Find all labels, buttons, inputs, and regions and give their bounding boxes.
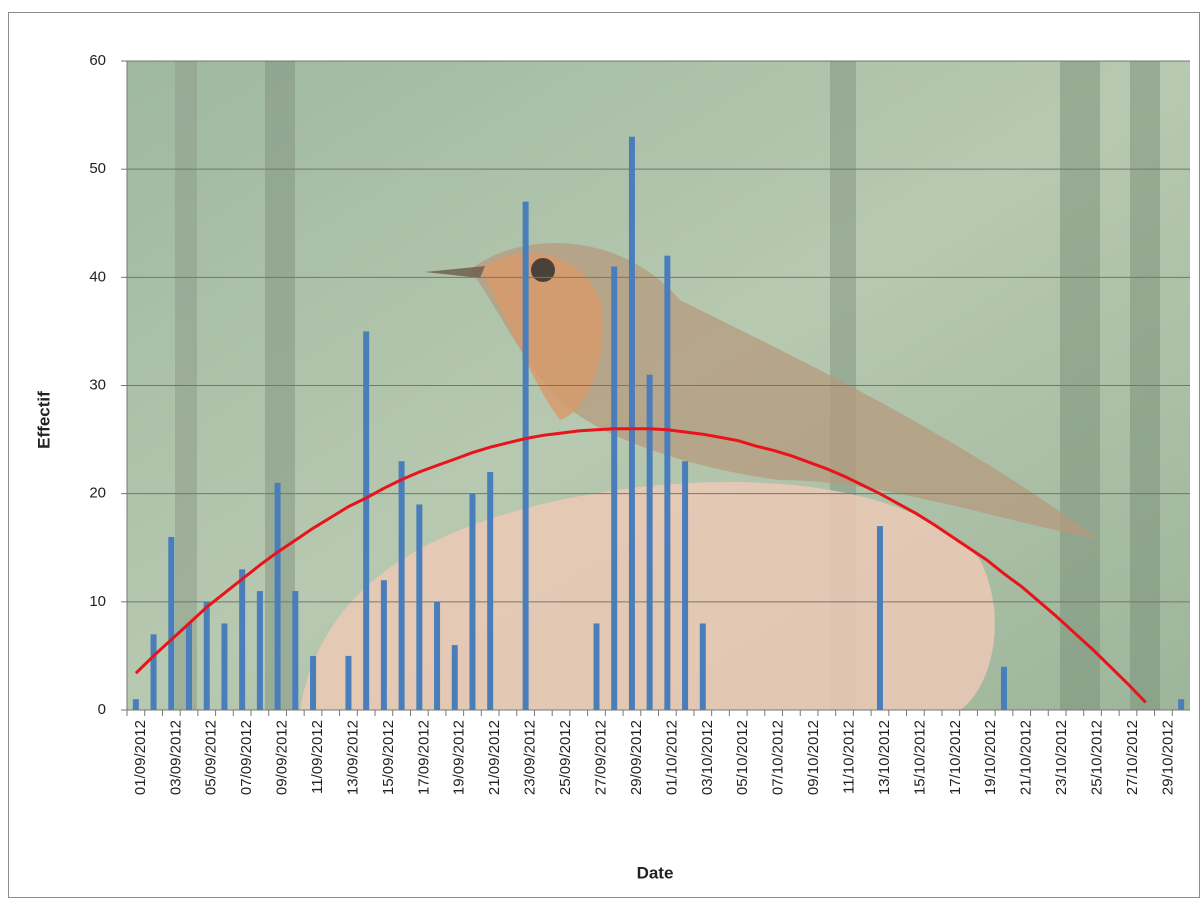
- x-tick-label: 23/10/2012: [1053, 720, 1070, 795]
- x-tick-label: 13/09/2012: [344, 720, 361, 795]
- x-tick-label: 03/10/2012: [699, 720, 716, 795]
- bar: [434, 601, 441, 710]
- bar: [380, 580, 387, 710]
- x-tick-label: 15/10/2012: [911, 720, 928, 795]
- y-tick-label: 30: [89, 376, 106, 393]
- bar: [487, 472, 494, 710]
- y-tick-label: 50: [89, 160, 106, 177]
- y-tick-label: 0: [98, 701, 106, 718]
- x-tick-label: 13/10/2012: [876, 720, 893, 795]
- bar: [1000, 666, 1007, 710]
- bar: [221, 623, 228, 710]
- x-tick-label: 29/10/2012: [1159, 720, 1176, 795]
- x-tick-label: 19/09/2012: [451, 720, 468, 795]
- bar: [646, 374, 653, 710]
- x-tick-label: 25/09/2012: [557, 720, 574, 795]
- x-tick-label: 21/10/2012: [1018, 720, 1035, 795]
- x-tick-label: 01/10/2012: [663, 720, 680, 795]
- x-tick-label: 09/09/2012: [274, 720, 291, 795]
- y-tick-label: 20: [89, 485, 106, 502]
- bar: [132, 699, 139, 710]
- x-tick-label: 11/09/2012: [309, 720, 326, 794]
- x-tick-label: 21/09/2012: [486, 720, 503, 795]
- bar: [168, 536, 175, 710]
- bar: [345, 655, 352, 710]
- bar: [682, 461, 689, 710]
- trend-line: [134, 427, 1147, 704]
- x-tick-label: 17/09/2012: [415, 720, 432, 795]
- bar: [664, 255, 671, 710]
- bar: [292, 591, 299, 710]
- bar: [611, 266, 618, 710]
- bar: [522, 201, 529, 710]
- x-tick-label: 01/09/2012: [132, 720, 149, 795]
- bar: [363, 331, 370, 710]
- x-tick-label: 05/09/2012: [203, 720, 220, 795]
- x-tick-label: 25/10/2012: [1089, 720, 1106, 795]
- x-tick-label: 15/09/2012: [380, 720, 397, 795]
- bar: [416, 504, 423, 710]
- bar: [699, 623, 706, 710]
- y-tick-label: 10: [89, 593, 106, 610]
- bar: [1178, 699, 1185, 710]
- bar: [150, 634, 157, 710]
- x-tick-label: 07/10/2012: [770, 720, 787, 795]
- y-axis-title: Effectif: [34, 391, 53, 449]
- bar: [593, 623, 600, 710]
- x-axis-title: Date: [637, 863, 674, 882]
- x-tick-label: 07/09/2012: [238, 720, 255, 795]
- x-tick-label: 03/09/2012: [167, 720, 184, 795]
- bar: [451, 645, 458, 710]
- x-tick-label: 05/10/2012: [734, 720, 751, 795]
- y-tick-label: 60: [89, 52, 106, 69]
- x-tick-label: 09/10/2012: [805, 720, 822, 795]
- bar: [310, 655, 317, 710]
- x-tick-label: 29/09/2012: [628, 720, 645, 795]
- bar: [876, 526, 883, 710]
- bar: [628, 136, 635, 710]
- bar: [256, 591, 263, 710]
- bar: [186, 623, 193, 710]
- bar: [469, 493, 476, 710]
- bar: [203, 601, 210, 710]
- x-tick-label: 17/10/2012: [947, 720, 964, 795]
- x-tick-label: 19/10/2012: [982, 720, 999, 795]
- x-tick-label: 27/10/2012: [1124, 720, 1141, 795]
- bar: [398, 461, 405, 710]
- y-tick-label: 40: [89, 268, 106, 285]
- x-tick-label: 23/09/2012: [522, 720, 539, 795]
- x-tick-label: 27/09/2012: [592, 720, 609, 795]
- bar: [239, 569, 246, 710]
- bar: [274, 482, 281, 710]
- x-tick-label: 11/10/2012: [840, 720, 857, 794]
